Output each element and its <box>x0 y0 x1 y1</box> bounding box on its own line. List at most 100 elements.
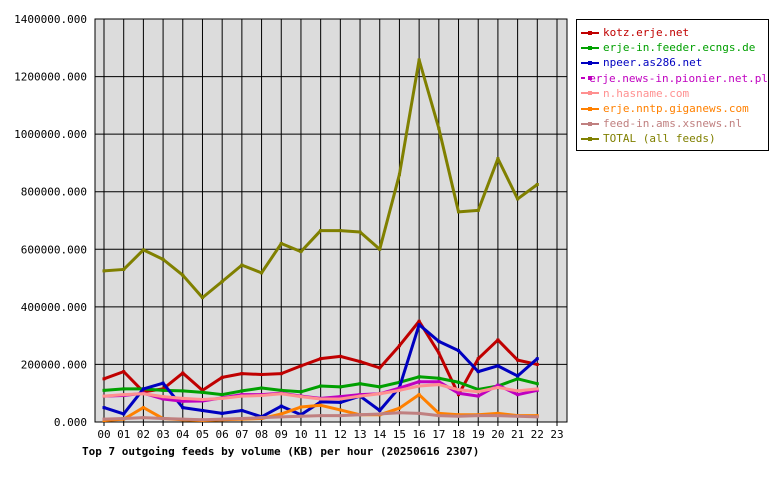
data-point <box>181 389 185 393</box>
data-point <box>496 411 500 415</box>
data-point <box>260 271 264 275</box>
data-point <box>338 354 342 358</box>
data-point <box>181 273 185 277</box>
data-point <box>476 357 480 361</box>
data-point <box>181 371 185 375</box>
data-point <box>437 411 441 415</box>
data-point <box>102 377 106 381</box>
y-tick-label: 0.000 <box>54 416 87 429</box>
data-point <box>358 394 362 398</box>
data-point <box>161 395 165 399</box>
data-point <box>358 230 362 234</box>
data-point <box>496 385 500 389</box>
data-point <box>260 386 264 390</box>
legend-entry: n.hasname.com <box>581 86 768 101</box>
legend-entry: erje.news-in.pionier.net.pl <box>581 71 768 86</box>
data-point <box>358 413 362 417</box>
y-tick-label: 1000000.000 <box>14 128 87 141</box>
data-point <box>417 380 421 384</box>
data-point <box>181 406 185 410</box>
data-point <box>397 344 401 348</box>
data-point <box>240 389 244 393</box>
data-point <box>397 380 401 384</box>
x-tick-label: 22 <box>531 428 544 441</box>
data-point <box>417 393 421 397</box>
data-point <box>141 248 145 252</box>
data-point <box>220 375 224 379</box>
data-point <box>338 385 342 389</box>
data-point <box>535 387 539 391</box>
data-point <box>417 375 421 379</box>
x-tick-label: 19 <box>472 428 485 441</box>
legend-label: erje.news-in.pionier.net.pl <box>589 71 768 85</box>
data-point <box>240 417 244 421</box>
x-tick-label: 10 <box>294 428 307 441</box>
legend-swatch <box>581 43 599 53</box>
data-point <box>476 387 480 391</box>
data-point <box>397 411 401 415</box>
legend: kotz.erje.net erje-in.feeder.ecngs.de npee… <box>576 19 769 151</box>
legend-swatch <box>581 134 599 144</box>
data-point <box>476 414 480 418</box>
data-point <box>358 382 362 386</box>
data-point <box>279 412 283 416</box>
data-point <box>496 383 500 387</box>
legend-label: npeer.as286.net <box>603 56 703 70</box>
legend-swatch <box>581 88 599 98</box>
x-tick-label: 16 <box>413 428 426 441</box>
legend-entry: erje-in.feeder.ecngs.de <box>581 40 768 55</box>
x-tick-label: 20 <box>491 428 504 441</box>
legend-label: TOTAL (all feeds) <box>603 132 716 146</box>
data-point <box>299 405 303 409</box>
x-tick-label: 08 <box>255 428 268 441</box>
data-point <box>476 394 480 398</box>
legend-label: feed-in.ams.xsnews.nl <box>603 117 743 131</box>
data-point <box>378 247 382 251</box>
data-point <box>279 388 283 392</box>
data-point <box>319 357 323 361</box>
data-point <box>457 414 461 418</box>
data-point <box>437 376 441 380</box>
data-point <box>338 395 342 399</box>
data-point <box>516 377 520 381</box>
y-tick-label: 1200000.000 <box>14 71 87 84</box>
data-point <box>260 416 264 420</box>
y-tick-label: 200000.000 <box>21 358 87 371</box>
data-point <box>496 338 500 342</box>
legend-swatch <box>581 58 599 68</box>
data-point <box>220 396 224 400</box>
data-point <box>535 382 539 386</box>
grid-lines <box>95 18 567 426</box>
legend-label: kotz.erje.net <box>603 26 690 40</box>
data-point <box>240 372 244 376</box>
data-point <box>220 411 224 415</box>
legend-entry: kotz.erje.net <box>581 25 768 40</box>
data-point <box>397 386 401 390</box>
data-point <box>299 250 303 254</box>
data-point <box>417 384 421 388</box>
legend-swatch <box>581 119 599 129</box>
data-point <box>378 408 382 412</box>
x-tick-label: 23 <box>550 428 563 441</box>
data-point <box>161 397 165 401</box>
data-point <box>299 390 303 394</box>
data-point <box>397 406 401 410</box>
data-point <box>437 126 441 130</box>
data-point <box>299 395 303 399</box>
data-point <box>417 411 421 415</box>
x-tick-label: 18 <box>452 428 465 441</box>
legend-entry: TOTAL (all feeds) <box>581 131 768 146</box>
data-point <box>161 257 165 261</box>
data-point <box>181 399 185 403</box>
y-tick-label: 600000.000 <box>21 243 87 256</box>
data-point <box>378 392 382 396</box>
data-point <box>200 408 204 412</box>
data-point <box>122 417 126 421</box>
data-point <box>200 296 204 300</box>
data-point <box>437 414 441 418</box>
data-point <box>161 381 165 385</box>
data-point <box>181 417 185 421</box>
data-point <box>102 417 106 421</box>
legend-swatch <box>581 28 599 38</box>
x-tick-label: 03 <box>156 428 169 441</box>
